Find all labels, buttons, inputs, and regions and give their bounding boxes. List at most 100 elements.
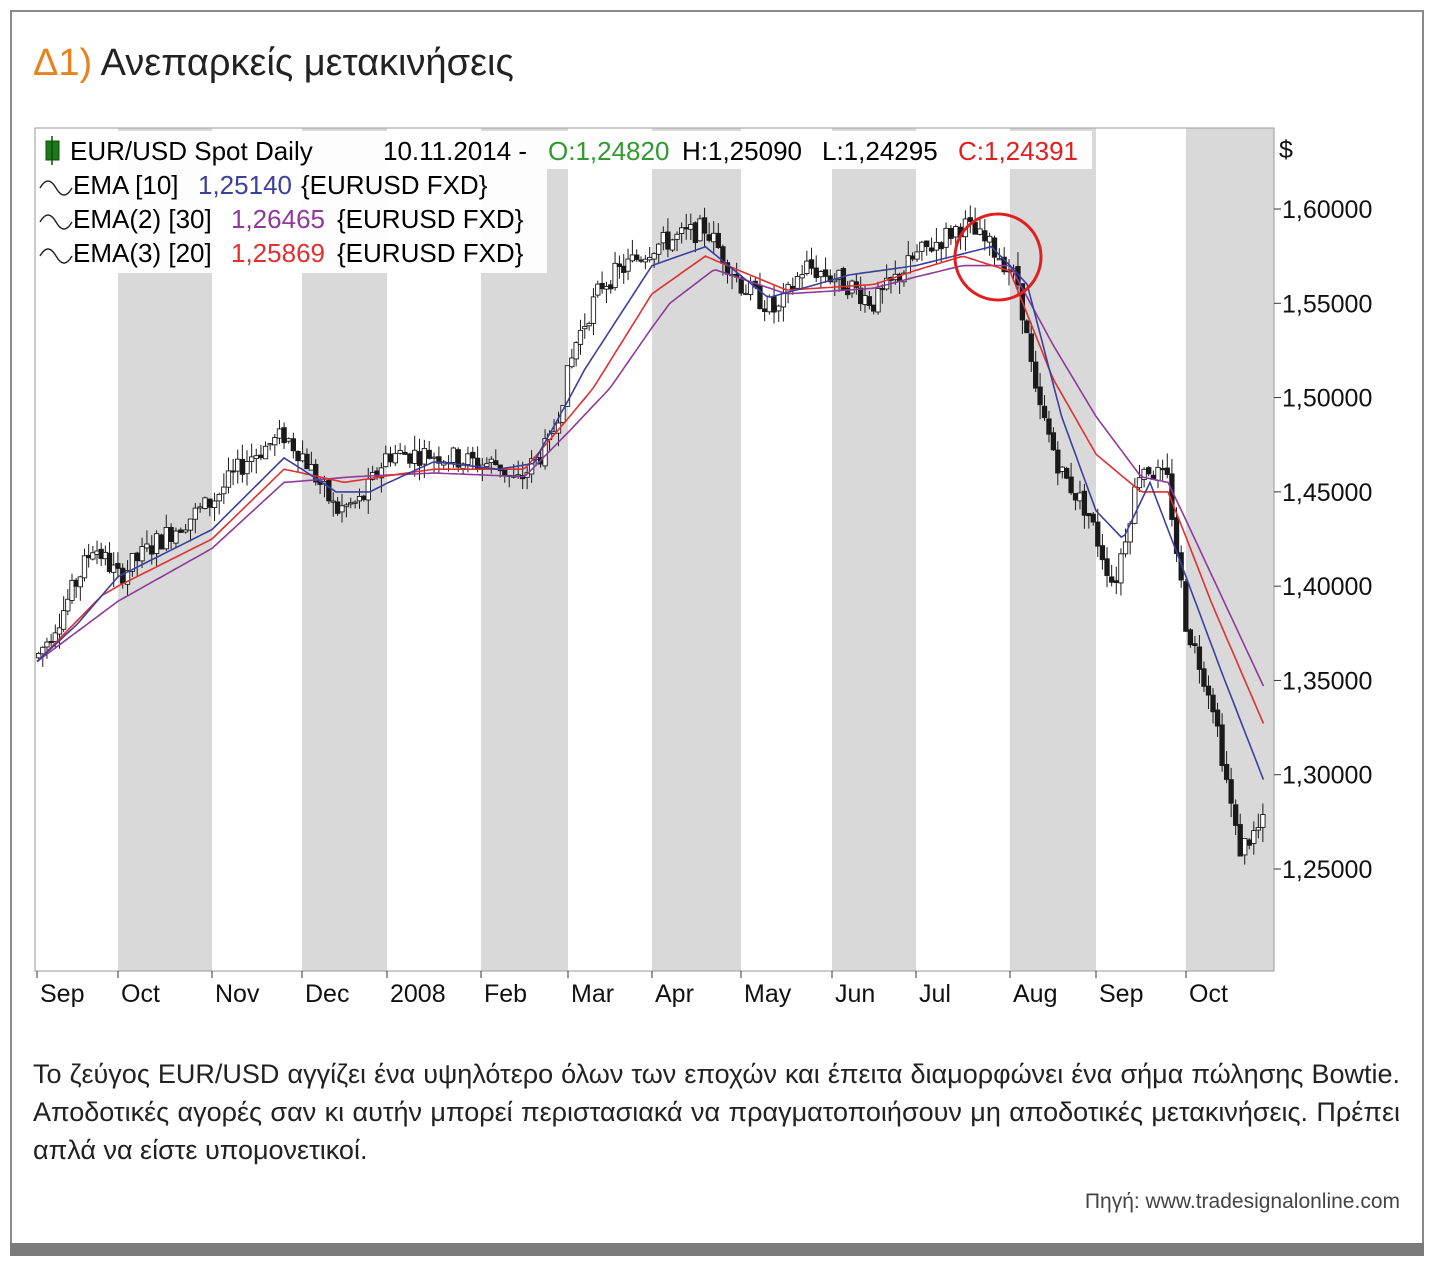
candle-body bbox=[822, 269, 829, 277]
candle-body bbox=[1064, 467, 1070, 479]
candle-body bbox=[1109, 576, 1115, 583]
candle-body bbox=[334, 501, 341, 514]
y-tick-label: 1,25000 bbox=[1282, 856, 1372, 884]
candle-body bbox=[669, 239, 676, 251]
candle-body bbox=[465, 453, 471, 466]
candle-body bbox=[953, 226, 959, 238]
candle-body bbox=[996, 258, 1002, 261]
candle-body bbox=[258, 454, 264, 459]
candle-body bbox=[267, 443, 273, 446]
candle-body bbox=[40, 646, 46, 655]
candle-body bbox=[1090, 513, 1096, 523]
candle-body bbox=[44, 641, 50, 648]
candle-body bbox=[378, 467, 385, 479]
candle-body bbox=[706, 234, 712, 241]
candle-body bbox=[304, 453, 310, 470]
candle-body bbox=[1155, 466, 1161, 481]
candle-body bbox=[356, 496, 363, 502]
candle-body bbox=[586, 322, 592, 327]
candle-body bbox=[808, 259, 815, 269]
x-tick-label: Oct bbox=[1189, 980, 1228, 1008]
legend-bg-row1 bbox=[37, 131, 1092, 169]
candle-body bbox=[262, 445, 269, 460]
candle-body bbox=[52, 632, 58, 642]
candle-body bbox=[1228, 779, 1234, 804]
legend-ema10-value: 1,25140 bbox=[198, 170, 292, 200]
candle-body bbox=[771, 296, 777, 313]
candle-body bbox=[65, 598, 71, 612]
candle-body bbox=[982, 230, 988, 242]
candle-body bbox=[286, 438, 292, 442]
candle-body bbox=[1255, 827, 1261, 831]
candle-body bbox=[905, 255, 911, 274]
legend-date: 10.11.2014 - bbox=[383, 136, 527, 166]
x-tick-label: Sep bbox=[1099, 980, 1143, 1008]
legend-symbol: EUR/USD Spot Daily bbox=[70, 136, 313, 166]
legend-low: L:1,24295 bbox=[822, 136, 938, 166]
candle-body bbox=[1159, 468, 1166, 471]
candle-body bbox=[69, 579, 75, 601]
y-tick-label: 1,50000 bbox=[1282, 385, 1372, 413]
candle-body bbox=[182, 529, 189, 533]
candle-body bbox=[392, 453, 398, 464]
candle-body bbox=[397, 450, 403, 454]
candle-body bbox=[569, 357, 575, 368]
candle-body bbox=[484, 463, 490, 468]
candle-body bbox=[387, 453, 394, 463]
candle-body bbox=[665, 231, 671, 250]
candle-body bbox=[776, 305, 782, 312]
y-tick-label: 1,40000 bbox=[1282, 573, 1372, 601]
candle-body bbox=[977, 228, 983, 235]
candle-body bbox=[656, 243, 662, 255]
candle-body bbox=[832, 279, 838, 283]
candle-body bbox=[919, 241, 925, 252]
ema30-line bbox=[36, 264, 1265, 687]
candle-body bbox=[986, 235, 993, 243]
candle-body bbox=[577, 329, 584, 345]
candle-body bbox=[211, 500, 218, 508]
candle-body bbox=[582, 326, 588, 330]
candle-body bbox=[352, 501, 358, 504]
candle-body bbox=[1095, 521, 1101, 547]
candle-body bbox=[235, 458, 241, 472]
candle-body bbox=[326, 479, 332, 502]
candle-body bbox=[595, 283, 601, 296]
ema10-line bbox=[36, 245, 1265, 780]
candle-body bbox=[129, 552, 136, 572]
candle-body bbox=[158, 534, 165, 550]
legend-ema20-suffix: {EURUSD FXD} bbox=[337, 238, 524, 268]
candle-body bbox=[642, 258, 649, 263]
candle-body bbox=[1164, 467, 1170, 475]
candle-body bbox=[383, 453, 389, 468]
candle-body bbox=[244, 461, 250, 475]
candle-body bbox=[450, 447, 457, 463]
candle-body bbox=[804, 260, 810, 274]
candle-body bbox=[1242, 837, 1248, 856]
candle-body bbox=[1113, 580, 1119, 584]
currency-label: $ bbox=[1279, 136, 1293, 164]
candle-body bbox=[1068, 476, 1074, 494]
candle-body bbox=[901, 272, 907, 283]
legend-ema10-label: EMA [10] bbox=[73, 170, 179, 200]
candle-body bbox=[35, 653, 42, 659]
x-tick-label: Sep bbox=[40, 980, 84, 1008]
candle-body bbox=[144, 543, 150, 549]
legend-close: C:1,24391 bbox=[958, 136, 1078, 166]
x-tick-label: May bbox=[744, 980, 792, 1008]
candle-body bbox=[115, 562, 121, 569]
figure-number: Δ1) bbox=[33, 42, 93, 84]
candle-body bbox=[599, 282, 605, 290]
x-axis: Sep Oct Nov Dec 2008 Feb Mar Apr May Jun Jul Aug Sep… bbox=[36, 971, 1228, 1008]
legend-bg-rows bbox=[37, 169, 547, 273]
candle-body bbox=[421, 448, 428, 465]
candle-body bbox=[1050, 432, 1057, 451]
candle-body bbox=[81, 555, 88, 579]
candle-body bbox=[230, 470, 236, 473]
candle-body bbox=[674, 233, 680, 240]
candle-body bbox=[1136, 477, 1143, 489]
candle-body bbox=[766, 296, 772, 313]
candle-body bbox=[858, 287, 864, 305]
candle-body bbox=[153, 533, 160, 554]
candle-body bbox=[48, 640, 54, 644]
candle-body bbox=[455, 449, 461, 468]
